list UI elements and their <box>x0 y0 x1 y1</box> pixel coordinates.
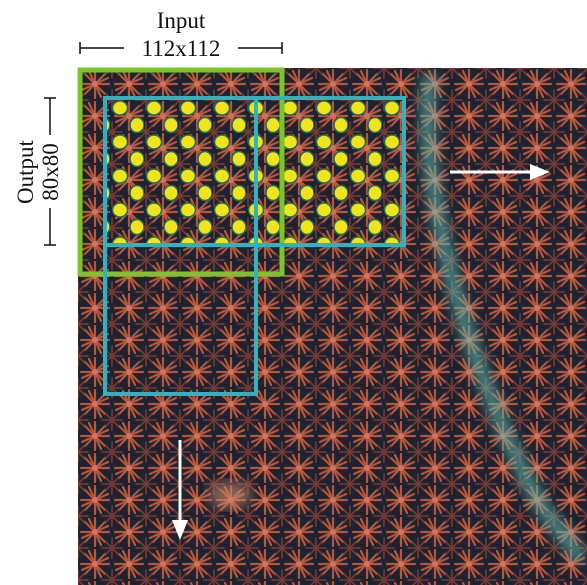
input-title: Input <box>157 8 206 33</box>
input-size: 112x112 <box>142 36 221 61</box>
diagram: Input 112x112 Output 80x80 <box>0 0 587 585</box>
output-size: 80x80 <box>38 143 63 201</box>
output-title: Output <box>13 139 38 204</box>
page: {"input_label": {"title": "Input", "size… <box>0 0 587 585</box>
